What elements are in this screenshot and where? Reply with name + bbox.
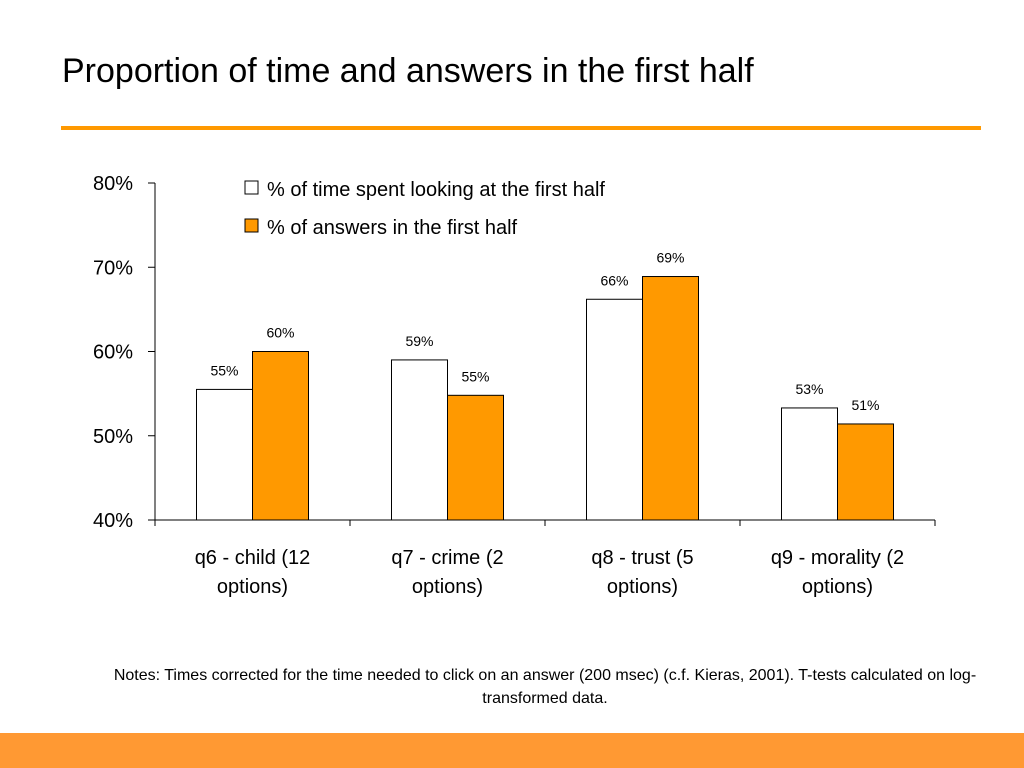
x-tick-label: options): [802, 576, 873, 598]
bar-series-2: [642, 276, 699, 521]
data-label: 69%: [656, 250, 684, 266]
x-tick-label: q7 - crime (2: [391, 547, 503, 569]
x-tick-label: q6 - child (12: [195, 547, 311, 569]
data-label: 66%: [600, 272, 628, 288]
bar-chart: 40% 50% 60% 70% 80% 55% 60% q6 - child (12 optio…: [93, 173, 936, 598]
bar-series-1: [391, 359, 448, 521]
data-label: 55%: [210, 362, 238, 378]
legend-label-1: % of time spent looking at the first hal…: [267, 179, 605, 201]
y-tick-label: 80%: [93, 173, 133, 195]
footer-bar: [0, 733, 1024, 768]
x-tick-label: q9 - morality (2: [771, 547, 904, 569]
y-tick-label: 40%: [93, 510, 133, 532]
y-tick-label: 50%: [93, 426, 133, 448]
x-tick-label: options): [412, 576, 483, 598]
bar-series-2: [447, 394, 504, 521]
bar-series-1: [196, 388, 253, 521]
legend-label-2: % of answers in the first half: [267, 217, 518, 239]
bar-series-1: [586, 298, 643, 521]
data-label: 53%: [795, 381, 823, 397]
bar-series-2: [837, 423, 894, 521]
title-divider: [61, 126, 981, 130]
data-label: 51%: [851, 397, 879, 413]
data-label: 55%: [461, 368, 489, 384]
data-label: 59%: [405, 333, 433, 349]
x-tick-label: q8 - trust (5: [591, 547, 693, 569]
legend-swatch-2: [244, 218, 259, 233]
slide-title: Proportion of time and answers in the fi…: [62, 52, 754, 90]
y-tick-label: 70%: [93, 257, 133, 279]
bar-series-1: [781, 407, 838, 521]
footnote: Notes: Times corrected for the time need…: [113, 667, 977, 707]
x-tick-label: options): [217, 576, 288, 598]
y-tick-label: 60%: [93, 342, 133, 364]
data-label: 60%: [266, 325, 294, 341]
legend-swatch-1: [244, 180, 259, 195]
x-tick-label: options): [607, 576, 678, 598]
bar-series-2: [252, 351, 309, 521]
